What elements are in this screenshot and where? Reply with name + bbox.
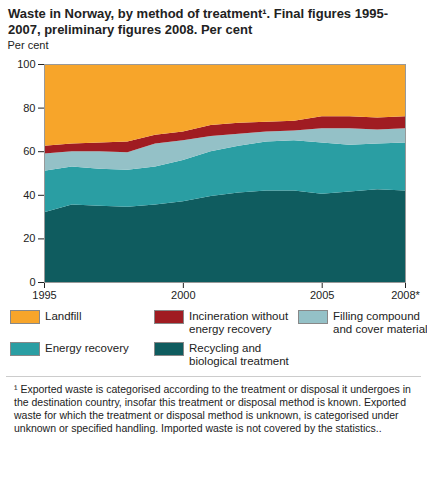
svg-text:Per cent: Per cent: [8, 39, 49, 51]
html-text:Waste in Norway, by method of: Waste in Norway, by method of treatment¹…: [8, 6, 388, 37]
svg-text:40: 40: [23, 189, 35, 201]
svg-text:80: 80: [23, 102, 35, 114]
html-text:Landfill: Landfill: [45, 310, 82, 322]
html-text:¹ Exported waste is categorise: ¹ Exported waste is categorised accordin…: [14, 383, 411, 434]
svg-text:100: 100: [17, 58, 35, 70]
svg-text:60: 60: [23, 145, 35, 157]
svg-text:2008*: 2008*: [391, 289, 420, 301]
svg-text:2000: 2000: [171, 289, 195, 301]
svg-text:1995: 1995: [32, 289, 56, 301]
svg-text:0: 0: [29, 276, 35, 288]
html-text:Energy recovery: Energy recovery: [45, 342, 129, 354]
html-text:Recycling and biological treat: Recycling and biological treatment: [189, 342, 289, 367]
svg-text:2005: 2005: [310, 289, 334, 301]
html-text:Filling compound and cover mat: Filling compound and cover material: [333, 310, 427, 335]
svg-text:20: 20: [23, 232, 35, 244]
html-text:Incineration without energy re: Incineration without energy recovery: [189, 310, 289, 335]
